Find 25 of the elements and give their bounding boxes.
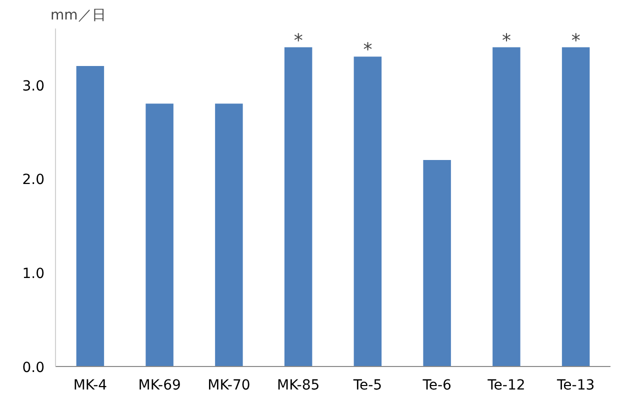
bar xyxy=(423,160,451,366)
bar xyxy=(76,66,104,366)
bar xyxy=(284,47,312,366)
x-tick-label: MK-69 xyxy=(138,378,181,394)
bar xyxy=(354,56,382,366)
annotation: * xyxy=(502,30,511,52)
x-tick-label: MK-70 xyxy=(208,378,250,394)
x-tick-label: MK-85 xyxy=(276,378,320,394)
y-axis-title: mm／日 xyxy=(50,8,106,24)
x-tick-label: Te-12 xyxy=(486,378,526,394)
bar xyxy=(562,47,590,366)
y-tick-label: 3.0 xyxy=(22,78,44,94)
annotation: * xyxy=(363,40,372,61)
bar xyxy=(492,47,520,366)
x-tick-label: Te-6 xyxy=(422,378,452,394)
y-tick-label: 1.0 xyxy=(22,266,44,282)
annotation: * xyxy=(571,30,580,52)
x-tick-label: Te-5 xyxy=(352,378,382,394)
annotation: * xyxy=(294,30,303,52)
x-tick-label: MK-4 xyxy=(73,378,108,394)
y-tick-label: 0.0 xyxy=(22,360,44,376)
bar xyxy=(146,104,174,366)
y-tick-label: 2.0 xyxy=(22,172,44,188)
bar xyxy=(215,104,243,366)
x-tick-label: Te-13 xyxy=(556,378,595,394)
